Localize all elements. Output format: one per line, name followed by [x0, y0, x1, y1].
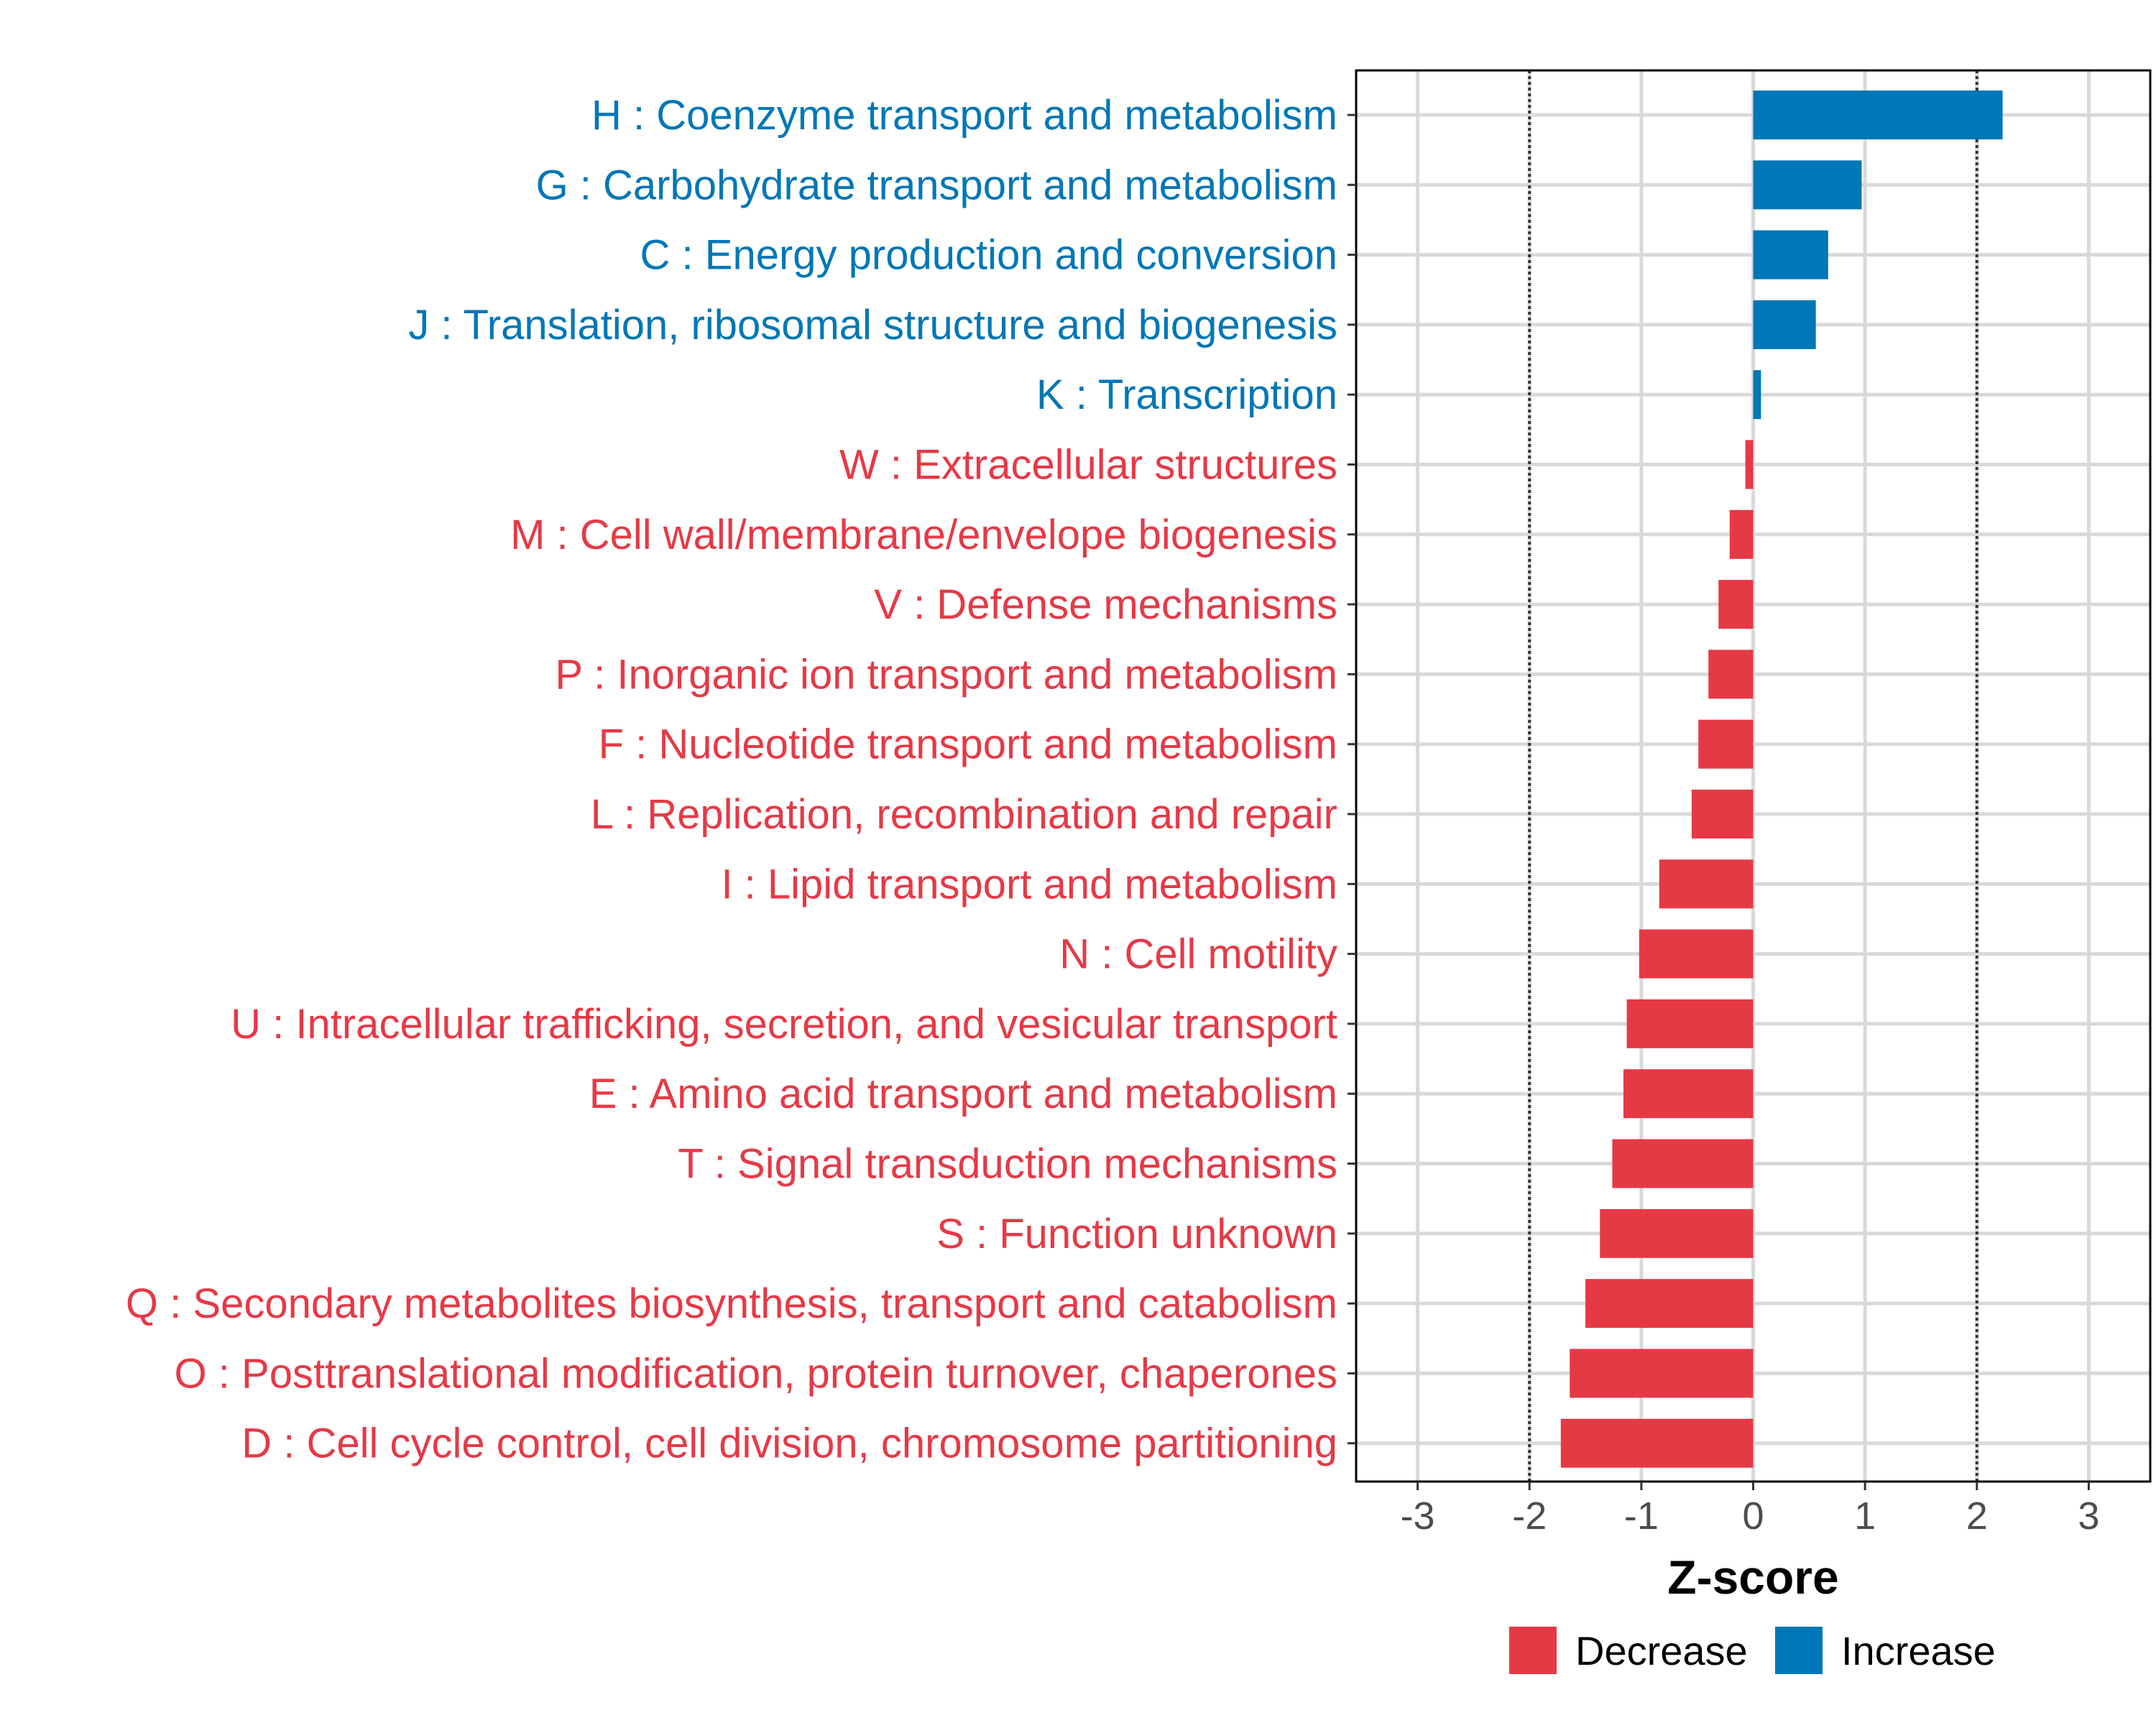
category-label-6: M : Cell wall/membrane/envelope biogenes…: [510, 512, 1337, 558]
bars: [1560, 91, 2003, 1468]
bar-10: [1691, 790, 1754, 838]
legend-key-decrease: [1509, 1627, 1557, 1674]
x-tick-label-1: -2: [1512, 1494, 1547, 1538]
x-axis-title: Z-score: [1667, 1551, 1838, 1604]
x-tick-label-0: -3: [1401, 1494, 1435, 1538]
x-tick-label-6: 3: [2078, 1494, 2099, 1538]
category-label-12: N : Cell motility: [1059, 931, 1337, 978]
bar-12: [1639, 929, 1754, 979]
y-axis-labels: H : Coenzyme transport and metabolism G :…: [126, 92, 1337, 1467]
bar-0: [1753, 91, 2003, 139]
x-tick-label-3: 0: [1742, 1494, 1764, 1538]
bar-14: [1623, 1069, 1754, 1119]
category-label-0: H : Coenzyme transport and metabolism: [591, 92, 1337, 139]
category-label-8: P : Inorganic ion transport and metaboli…: [555, 651, 1337, 698]
category-label-11: I : Lipid transport and metabolism: [721, 861, 1337, 907]
category-label-13: U : Intracellular trafficking, secretion…: [231, 1001, 1337, 1048]
bar-16: [1600, 1209, 1754, 1258]
category-label-2: C : Energy production and conversion: [640, 232, 1337, 279]
bar-6: [1729, 509, 1754, 559]
category-label-14: E : Amino acid transport and metabolism: [589, 1071, 1337, 1117]
category-label-19: D : Cell cycle control, cell division, c…: [241, 1420, 1337, 1467]
bar-18: [1570, 1349, 1754, 1398]
x-tick-label-2: -1: [1624, 1494, 1659, 1538]
category-label-17: Q : Secondary metabolites biosynthesis, …: [126, 1280, 1337, 1327]
x-tick-label-5: 2: [1966, 1494, 1988, 1538]
legend: Decrease Increase: [1509, 1627, 1996, 1674]
bar-9: [1698, 719, 1754, 769]
bar-3: [1753, 300, 1816, 349]
category-label-4: K : Transcription: [1036, 371, 1337, 418]
bar-15: [1612, 1139, 1754, 1188]
bar-7: [1718, 580, 1754, 629]
category-label-16: S : Function unknown: [936, 1211, 1337, 1257]
bar-11: [1659, 859, 1754, 909]
category-label-7: V : Defense mechanisms: [874, 581, 1337, 628]
bar-2: [1753, 230, 1828, 279]
bar-19: [1560, 1418, 1754, 1468]
legend-label-increase: Increase: [1841, 1628, 1996, 1673]
category-label-9: F : Nucleotide transport and metabolism: [599, 721, 1337, 768]
category-label-18: O : Posttranslational modification, prot…: [175, 1350, 1337, 1397]
x-tick-label-4: 1: [1854, 1494, 1876, 1538]
bar-8: [1708, 650, 1754, 699]
bar-1: [1753, 160, 1862, 210]
y-axis-ticks: [1348, 114, 1356, 1445]
bar-17: [1585, 1279, 1754, 1329]
bar-5: [1745, 440, 1754, 489]
x-axis-ticks: -3 -2 -1 0 1 2 3: [1401, 1482, 2099, 1538]
legend-key-increase: [1775, 1627, 1823, 1674]
category-label-3: J : Translation, ribosomal structure and…: [408, 302, 1337, 348]
bar-13: [1626, 999, 1754, 1048]
category-label-10: L : Replication, recombination and repai…: [591, 791, 1337, 838]
bar-4: [1753, 370, 1761, 420]
category-label-1: G : Carbohydrate transport and metabolis…: [536, 162, 1337, 208]
legend-label-decrease: Decrease: [1575, 1628, 1748, 1673]
category-label-5: W : Extracellular structures: [839, 442, 1337, 489]
category-label-15: T : Signal transduction mechanisms: [678, 1141, 1337, 1188]
